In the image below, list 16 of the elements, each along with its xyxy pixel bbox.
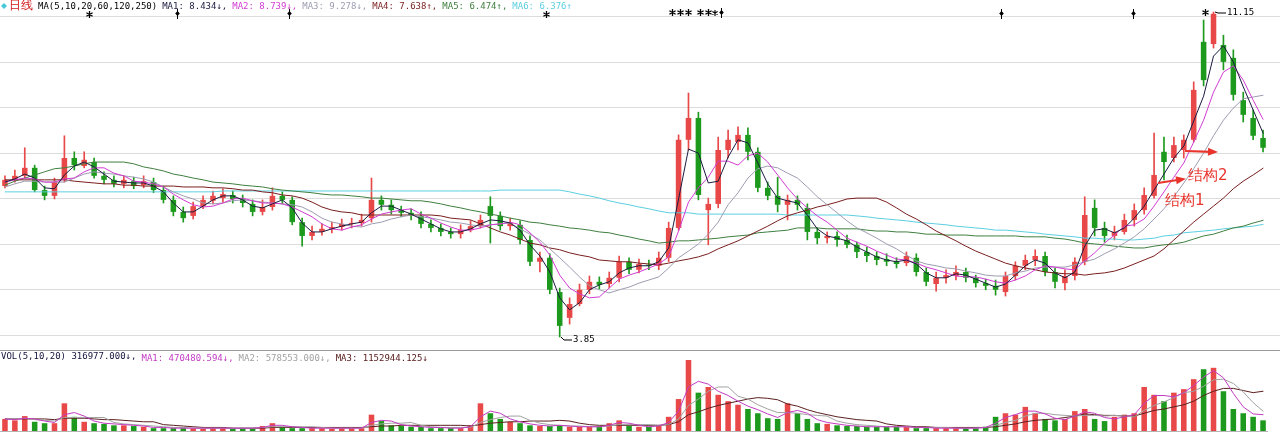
text: MA1: 8.434↓, xyxy=(162,0,228,11)
annotation: 3.85 xyxy=(573,334,595,345)
annotation: 结构1 xyxy=(1165,190,1205,209)
chart-title: VOL(5,10,20) 316977.000↓, xyxy=(1,350,137,361)
text: MA4: 7.638↑, xyxy=(372,0,438,11)
text: MA5: 6.474↑, xyxy=(442,0,508,11)
text: MA1: 470480.594↓, xyxy=(141,352,234,363)
chart-title: 日线 xyxy=(9,0,33,13)
annotation: 11.15 xyxy=(1227,7,1255,18)
text: MA2: 578553.000↓, xyxy=(238,352,331,363)
text: MA3: 9.278↓, xyxy=(302,0,368,11)
legend-title: MA(5,10,20,60,120,250) xyxy=(38,0,158,11)
text: MA6: 6.376↑ xyxy=(512,0,572,11)
text: MA2: 8.739↓, xyxy=(232,0,298,11)
annotation: 结构2 xyxy=(1188,165,1228,184)
text: MA3: 1152944.125↓ xyxy=(335,352,428,363)
